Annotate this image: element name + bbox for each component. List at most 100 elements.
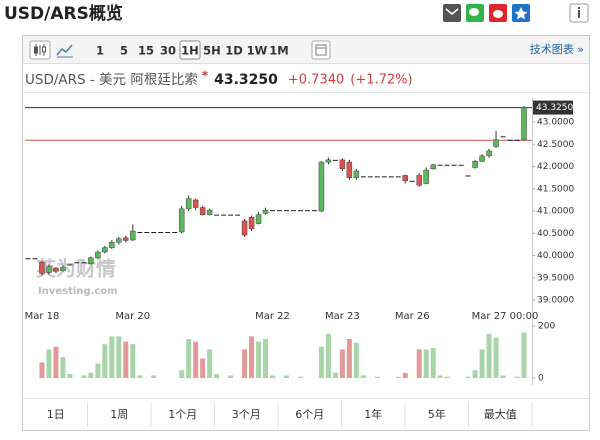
weibo-glyph: [493, 10, 503, 18]
volume-bar: [95, 363, 101, 378]
volume-bar: [200, 358, 206, 378]
volume-bar: [346, 339, 352, 378]
volume-bar: [437, 375, 443, 378]
volume-bar: [249, 336, 255, 378]
range-button[interactable]: 6个月: [295, 408, 324, 421]
volume-bar: [297, 376, 303, 378]
y-tick-label: 42.0000: [537, 162, 574, 172]
volume-bar: [430, 348, 436, 378]
volume-bar: [521, 332, 527, 378]
volume-bar: [318, 346, 324, 378]
timeframe-button[interactable]: 5H: [203, 44, 221, 58]
mail-icon[interactable]: [443, 4, 461, 22]
range-button[interactable]: 3个月: [232, 408, 261, 421]
quote-change: +0.7340: [288, 73, 344, 88]
candle-body: [304, 210, 310, 212]
volume-bar: [207, 349, 213, 378]
range-button[interactable]: 1个月: [168, 408, 197, 421]
volume-bar: [444, 376, 450, 378]
candle-body: [507, 139, 513, 141]
candle-glyph: [34, 44, 46, 56]
candle-body: [214, 214, 220, 216]
range-button[interactable]: 1年: [364, 407, 382, 421]
volume-bar: [263, 339, 269, 378]
candle-body: [206, 209, 213, 215]
candle-body: [290, 210, 296, 212]
volume-bar: [500, 375, 506, 378]
candle-body: [311, 210, 317, 212]
candle-body: [479, 155, 485, 162]
volume-bar: [423, 349, 429, 378]
candle-body: [185, 198, 192, 210]
y-tick-label: 42.5000: [537, 140, 574, 150]
volume-bar: [332, 372, 338, 378]
candle-body: [409, 180, 415, 182]
timeframe-button[interactable]: 30: [160, 44, 176, 58]
timeframe-button[interactable]: 1M: [269, 44, 288, 58]
candle-body: [430, 164, 436, 170]
quote-line: USD/ARS - 美元 阿根廷比索 * 43.3250 +0.7340 (+1…: [25, 69, 413, 89]
volume-bar: [109, 336, 115, 378]
timeframe-button[interactable]: 1W: [247, 44, 268, 58]
candle-body: [332, 159, 338, 161]
volume-bar: [151, 375, 157, 378]
candle-body: [353, 170, 360, 178]
volume-bar: [193, 341, 199, 378]
line-type-button[interactable]: [56, 44, 73, 56]
volume-bar: [339, 349, 345, 378]
range-button[interactable]: 最大值: [484, 407, 517, 421]
range-button[interactable]: 1日: [47, 408, 65, 421]
candle-body: [416, 175, 422, 186]
range-button[interactable]: 5年: [428, 407, 446, 421]
candle-body: [102, 247, 108, 253]
candle-body: [151, 231, 157, 233]
volume-bar: [60, 357, 66, 378]
quote-name: USD/ARS - 美元 阿根廷比索: [25, 72, 198, 88]
candle-body: [318, 161, 325, 212]
timeframe-button[interactable]: 5: [120, 44, 128, 58]
candle-body: [165, 231, 171, 233]
candle-body: [500, 136, 506, 138]
y-tick-label: 39.5000: [537, 273, 574, 283]
volume-bar: [479, 349, 485, 378]
candle-body: [46, 266, 52, 273]
candle-body: [221, 214, 227, 216]
widget-frame: [22, 35, 590, 431]
candle-body: [374, 176, 380, 178]
quote-price: 43.3250: [214, 72, 278, 88]
candle-body: [172, 231, 178, 233]
x-tick-label: Mar 27: [472, 311, 507, 322]
volume-bar: [283, 375, 289, 378]
tech-chart-link[interactable]: 技术图表 »: [530, 42, 584, 56]
candle-body: [297, 210, 303, 212]
volume-bar: [486, 333, 492, 378]
quote-change-pct: (+1.72%): [350, 73, 412, 88]
candle-body: [458, 164, 464, 166]
last-price-box: [533, 100, 573, 115]
timeframe-button[interactable]: 15: [138, 44, 154, 58]
volume-bar: [353, 342, 359, 378]
candle-body: [270, 210, 276, 212]
settings-button[interactable]: [311, 40, 331, 60]
candle-body: [130, 230, 136, 241]
timeframe-button[interactable]: 1: [96, 44, 104, 58]
candle-body: [67, 264, 73, 266]
toolbar: [23, 36, 589, 63]
volume-bar: [53, 346, 59, 378]
timeframe-button[interactable]: 1D: [225, 44, 243, 58]
volume-tick-label: 0: [538, 374, 544, 384]
volume-bar: [514, 376, 520, 378]
candle-body: [32, 258, 38, 260]
range-button[interactable]: 1周: [110, 408, 128, 421]
volume-bar: [116, 336, 122, 378]
candle-body: [116, 238, 122, 243]
candle-body: [346, 161, 353, 178]
candle-body: [521, 107, 527, 141]
volume-bar: [228, 375, 234, 378]
timeframe-button[interactable]: 1H: [181, 44, 199, 58]
volume-bar: [186, 339, 192, 378]
candle-body: [381, 176, 387, 178]
candle-body: [262, 209, 269, 214]
candle-body: [137, 231, 143, 233]
